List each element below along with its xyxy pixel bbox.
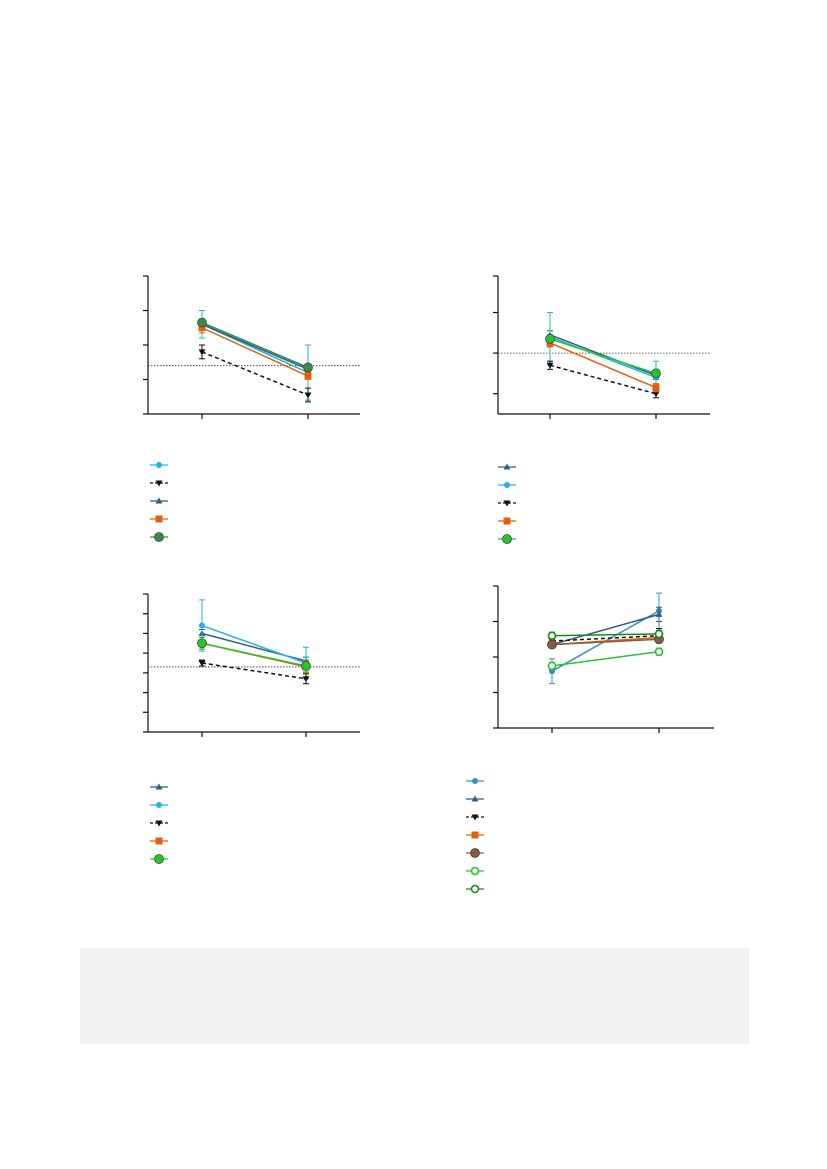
- data-point: [198, 660, 206, 667]
- legend-swatch: [150, 783, 168, 790]
- chart-panel-b: [493, 275, 710, 419]
- legend-swatch: [150, 497, 168, 504]
- legend-marker: [502, 534, 512, 544]
- legend-marker: [470, 884, 480, 894]
- legend-swatch: [498, 500, 516, 507]
- series-line-5: [201, 321, 309, 369]
- legend-swatch: [466, 866, 484, 876]
- data-point: [301, 661, 311, 671]
- legend-swatch: [498, 482, 516, 488]
- legend-swatch: [150, 515, 168, 523]
- legend-swatch: [466, 814, 484, 821]
- series-line-1: [549, 334, 657, 377]
- data-point: [302, 676, 310, 683]
- chart-panel-a: [143, 275, 360, 419]
- data-point: [654, 647, 664, 656]
- series-line-6: [551, 650, 660, 667]
- legend-swatch: [150, 480, 168, 487]
- data-point: [197, 317, 207, 328]
- series-line-4: [201, 327, 309, 377]
- legend-marker: [503, 500, 511, 507]
- legend-marker: [154, 854, 164, 864]
- legend-marker: [504, 482, 510, 488]
- data-point: [198, 349, 206, 356]
- data-point: [547, 639, 557, 650]
- legend-marker: [154, 532, 164, 542]
- legend-swatch: [498, 463, 516, 470]
- legend-swatch: [466, 884, 484, 894]
- caption-box: [80, 948, 749, 1044]
- legend-marker: [471, 814, 479, 821]
- legend-swatch: [150, 802, 168, 808]
- legend-swatch: [150, 854, 168, 864]
- series-line-2: [549, 336, 657, 379]
- data-point: [199, 622, 205, 629]
- data-point: [652, 391, 660, 398]
- data-point: [545, 334, 555, 344]
- legend-swatch: [466, 778, 484, 784]
- series-line-2: [201, 351, 309, 396]
- legend-marker: [156, 802, 162, 808]
- series-line-3: [201, 662, 307, 680]
- legend-marker: [155, 480, 163, 487]
- data-point: [547, 631, 557, 641]
- series-line-2: [201, 624, 307, 664]
- legend-marker: [155, 783, 163, 790]
- legend-swatch: [466, 831, 484, 839]
- data-point: [655, 610, 663, 617]
- data-point: [652, 384, 660, 392]
- data-point: [654, 629, 664, 639]
- legend-swatch: [498, 517, 516, 525]
- series-line-7: [551, 633, 660, 637]
- legend-swatch: [150, 462, 168, 468]
- series-line-5: [551, 638, 660, 646]
- legend-swatch: [150, 837, 168, 845]
- legend-marker: [155, 497, 163, 504]
- data-point: [547, 661, 557, 671]
- data-point: [304, 392, 312, 399]
- legend-marker: [470, 848, 480, 858]
- series-line-5: [201, 642, 307, 667]
- data-point: [651, 368, 661, 379]
- data-point: [304, 372, 312, 380]
- data-point: [197, 638, 207, 649]
- legend-swatch: [150, 532, 168, 542]
- series-line-3: [551, 634, 660, 642]
- legend-marker: [471, 795, 479, 802]
- series-line-5: [549, 338, 657, 375]
- legend-swatch: [150, 820, 168, 827]
- legend-marker: [470, 866, 480, 876]
- series-line-3: [201, 323, 309, 370]
- chart-panel-c: [143, 593, 360, 737]
- legend-marker: [503, 463, 511, 470]
- legend-marker: [156, 462, 162, 468]
- legend-swatch: [466, 795, 484, 802]
- data-point: [546, 362, 554, 369]
- data-point: [303, 362, 313, 373]
- series-line-4: [549, 342, 657, 389]
- data-point: [198, 324, 206, 332]
- legend-swatch: [466, 848, 484, 858]
- legend-marker: [155, 515, 163, 523]
- chart-panel-d: [493, 585, 714, 733]
- legend-marker: [503, 517, 511, 525]
- legend-marker: [155, 820, 163, 827]
- legend-marker: [471, 831, 479, 839]
- legend-marker: [155, 837, 163, 845]
- series-line-3: [549, 364, 657, 395]
- legend-swatch: [498, 534, 516, 544]
- legend-marker: [472, 778, 478, 784]
